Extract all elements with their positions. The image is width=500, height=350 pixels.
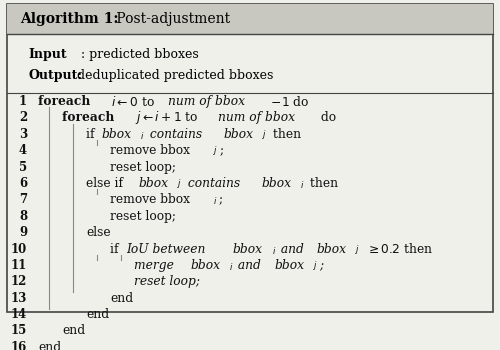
Text: $_j$: $_j$ bbox=[312, 259, 318, 272]
Text: 4: 4 bbox=[19, 144, 27, 157]
Text: 6: 6 bbox=[19, 177, 27, 190]
Text: contains: contains bbox=[146, 128, 206, 141]
Text: Output:: Output: bbox=[28, 69, 82, 82]
Text: $_j$: $_j$ bbox=[356, 243, 360, 256]
Text: reset loop;: reset loop; bbox=[110, 161, 176, 174]
Text: 12: 12 bbox=[10, 275, 27, 288]
Text: $_i$: $_i$ bbox=[300, 177, 304, 190]
Text: bbox: bbox bbox=[261, 177, 291, 190]
Text: bbox: bbox bbox=[102, 128, 132, 141]
Text: ;: ; bbox=[220, 144, 224, 157]
Text: merge: merge bbox=[134, 259, 178, 272]
Text: end: end bbox=[62, 324, 85, 337]
Text: 3: 3 bbox=[19, 128, 27, 141]
Text: 2: 2 bbox=[19, 111, 27, 125]
Text: 9: 9 bbox=[19, 226, 27, 239]
Text: $_j$: $_j$ bbox=[213, 144, 218, 157]
Text: $_j$: $_j$ bbox=[262, 128, 268, 141]
Text: 5: 5 bbox=[19, 161, 27, 174]
Text: Algorithm 1:: Algorithm 1: bbox=[20, 13, 118, 27]
Text: remove bbox: remove bbox bbox=[110, 144, 190, 157]
Text: if: if bbox=[86, 128, 99, 141]
Text: bbox: bbox bbox=[224, 128, 254, 141]
FancyBboxPatch shape bbox=[6, 5, 494, 312]
Text: end: end bbox=[38, 341, 61, 350]
Text: : predicted bboxes: : predicted bboxes bbox=[73, 48, 198, 61]
Text: and: and bbox=[234, 259, 265, 272]
Text: $j \leftarrow i+1$ to: $j \leftarrow i+1$ to bbox=[135, 110, 199, 126]
Text: ;: ; bbox=[320, 259, 324, 272]
Text: else if: else if bbox=[86, 177, 127, 190]
Text: bbox: bbox bbox=[233, 243, 263, 256]
Text: bbox: bbox bbox=[274, 259, 304, 272]
Text: IoU between: IoU between bbox=[126, 243, 209, 256]
Text: then: then bbox=[306, 177, 338, 190]
Text: 1: 1 bbox=[19, 95, 27, 108]
Text: bbox: bbox bbox=[138, 177, 168, 190]
Text: Input: Input bbox=[28, 48, 66, 61]
Text: bbox: bbox bbox=[317, 243, 347, 256]
Text: reset loop;: reset loop; bbox=[134, 275, 200, 288]
Text: $_j$: $_j$ bbox=[177, 177, 182, 190]
Text: bbox: bbox bbox=[190, 259, 220, 272]
Text: end: end bbox=[110, 292, 133, 305]
Text: if: if bbox=[110, 243, 122, 256]
Text: 13: 13 bbox=[10, 292, 27, 305]
Text: 11: 11 bbox=[11, 259, 27, 272]
Text: num of bbox: num of bbox bbox=[218, 111, 294, 125]
Text: $\geq 0.2$ then: $\geq 0.2$ then bbox=[362, 242, 434, 256]
Text: 8: 8 bbox=[19, 210, 27, 223]
Text: num of bbox: num of bbox bbox=[168, 95, 245, 108]
Text: deduplicated predicted bboxes: deduplicated predicted bboxes bbox=[73, 69, 274, 82]
Text: 7: 7 bbox=[19, 194, 27, 206]
Text: $i \leftarrow 0$ to: $i \leftarrow 0$ to bbox=[111, 94, 156, 108]
Text: then: then bbox=[269, 128, 301, 141]
Text: and: and bbox=[278, 243, 308, 256]
Text: foreach: foreach bbox=[62, 111, 118, 125]
FancyBboxPatch shape bbox=[6, 5, 494, 34]
Text: 16: 16 bbox=[11, 341, 27, 350]
Text: else: else bbox=[86, 226, 110, 239]
Text: $_i$: $_i$ bbox=[228, 259, 233, 272]
Text: 15: 15 bbox=[11, 324, 27, 337]
Text: contains: contains bbox=[184, 177, 244, 190]
Text: $_i$: $_i$ bbox=[272, 243, 276, 256]
Text: Post-adjustment: Post-adjustment bbox=[112, 13, 230, 27]
Text: remove bbox: remove bbox bbox=[110, 194, 190, 206]
Text: foreach: foreach bbox=[38, 95, 94, 108]
Text: $_i$: $_i$ bbox=[213, 194, 218, 206]
Text: $_i$: $_i$ bbox=[140, 128, 145, 141]
Text: 14: 14 bbox=[11, 308, 27, 321]
Text: $-1$ do: $-1$ do bbox=[267, 94, 310, 108]
Text: do: do bbox=[316, 111, 336, 125]
Text: ;: ; bbox=[218, 194, 222, 206]
Text: reset loop;: reset loop; bbox=[110, 210, 176, 223]
Text: end: end bbox=[86, 308, 109, 321]
Text: 10: 10 bbox=[11, 243, 27, 256]
